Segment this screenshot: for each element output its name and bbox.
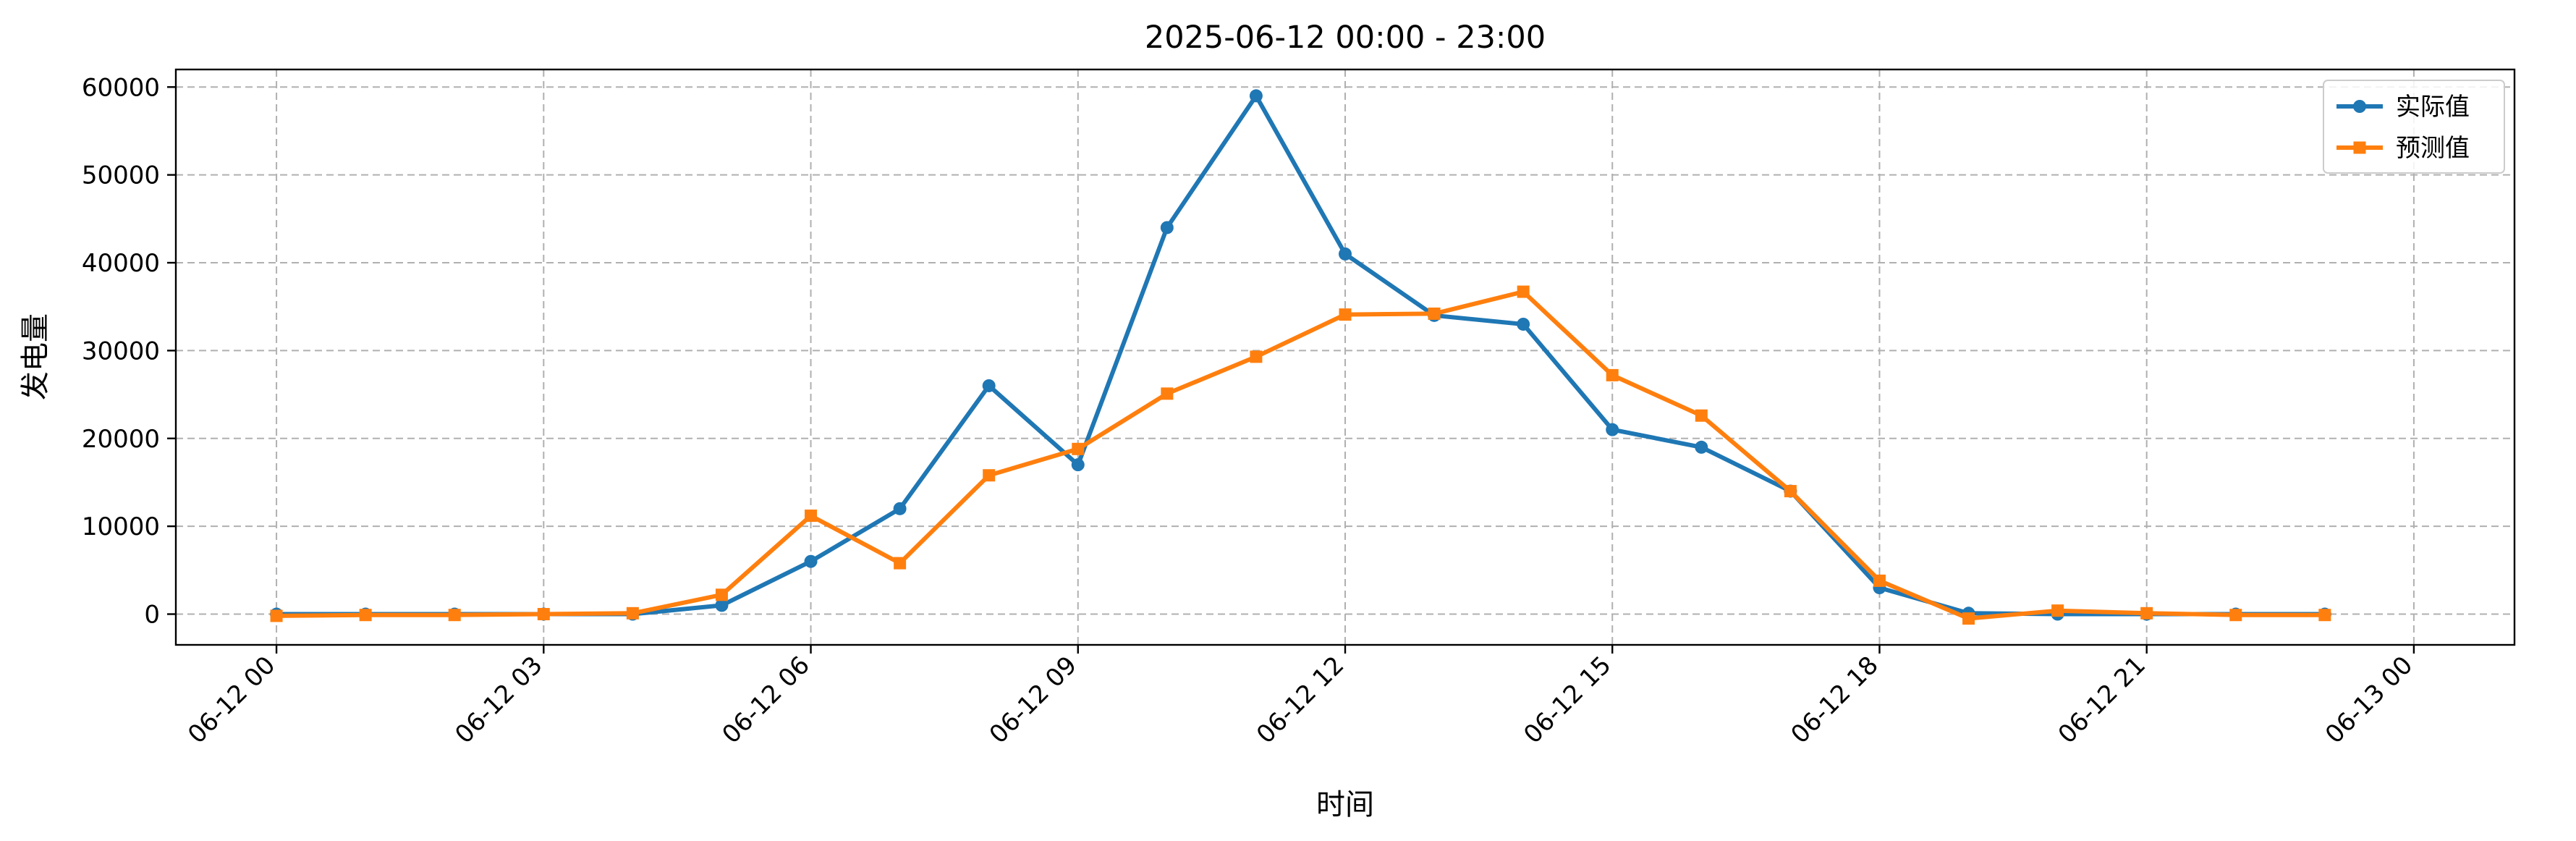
data-point: [1072, 442, 1085, 455]
x-tick-label: 06-12 00: [182, 651, 281, 749]
data-point: [270, 609, 283, 622]
y-tick-label: 0: [144, 601, 160, 630]
legend-label: 预测值: [2396, 134, 2470, 163]
data-point: [1339, 247, 1352, 261]
data-point: [715, 588, 728, 601]
x-tick-label: 06-12 21: [2053, 651, 2151, 749]
x-tick-label: 06-12 03: [449, 651, 548, 749]
data-point: [2051, 604, 2064, 617]
y-tick-label: 60000: [82, 73, 160, 102]
y-tick-label: 50000: [82, 161, 160, 190]
y-axis-label: 发电量: [19, 313, 52, 400]
data-point: [1606, 423, 1619, 436]
data-point: [448, 609, 461, 622]
legend-label: 实际值: [2396, 93, 2470, 122]
data-point: [1250, 350, 1263, 363]
plot-series: [270, 89, 2331, 625]
data-point: [805, 510, 818, 523]
data-point: [1161, 387, 1174, 400]
data-point: [1695, 409, 1708, 422]
x-tick-label: 06-12 09: [984, 651, 1082, 749]
series-line-0: [274, 93, 2327, 617]
data-point: [1695, 440, 1708, 454]
data-point: [359, 609, 372, 622]
series-line-1: [274, 290, 2327, 621]
data-point: [982, 379, 996, 392]
data-point: [893, 502, 907, 515]
data-point: [1249, 89, 1263, 103]
data-point: [537, 608, 550, 621]
data-point: [1071, 458, 1085, 472]
y-tick-label: 10000: [82, 512, 160, 541]
x-tick-label: 06-12 06: [717, 651, 815, 749]
x-tick-label: 06-12 15: [1518, 651, 1617, 749]
data-point: [2140, 607, 2153, 620]
legend-marker: [2353, 141, 2366, 154]
data-point: [1160, 221, 1174, 234]
chart-title: 2025-06-12 00:00 - 23:00: [1145, 20, 1546, 56]
x-tick-label: 06-12 12: [1251, 651, 1350, 749]
data-point: [894, 557, 907, 570]
data-point: [2318, 609, 2331, 622]
data-point: [2229, 609, 2242, 622]
data-point: [1784, 485, 1797, 498]
data-point: [1517, 317, 1530, 331]
x-tick-label: 06-12 18: [1785, 651, 1884, 749]
legend-marker: [2353, 100, 2366, 113]
data-point: [804, 554, 818, 568]
y-tick-label: 20000: [82, 425, 160, 454]
x-axis-label: 时间: [1316, 788, 1374, 821]
data-point: [1962, 612, 1975, 625]
grid: [176, 69, 2514, 645]
data-point: [1517, 285, 1530, 298]
data-point: [715, 599, 729, 612]
data-point: [1873, 574, 1886, 587]
y-tick-label: 30000: [82, 337, 160, 365]
data-point: [983, 469, 996, 482]
data-point: [626, 607, 639, 620]
y-tick-label: 40000: [82, 249, 160, 278]
data-point: [1606, 368, 1619, 381]
x-tick-label: 06-13 00: [2320, 651, 2418, 749]
data-point: [1428, 307, 1441, 320]
data-point: [1339, 308, 1352, 321]
